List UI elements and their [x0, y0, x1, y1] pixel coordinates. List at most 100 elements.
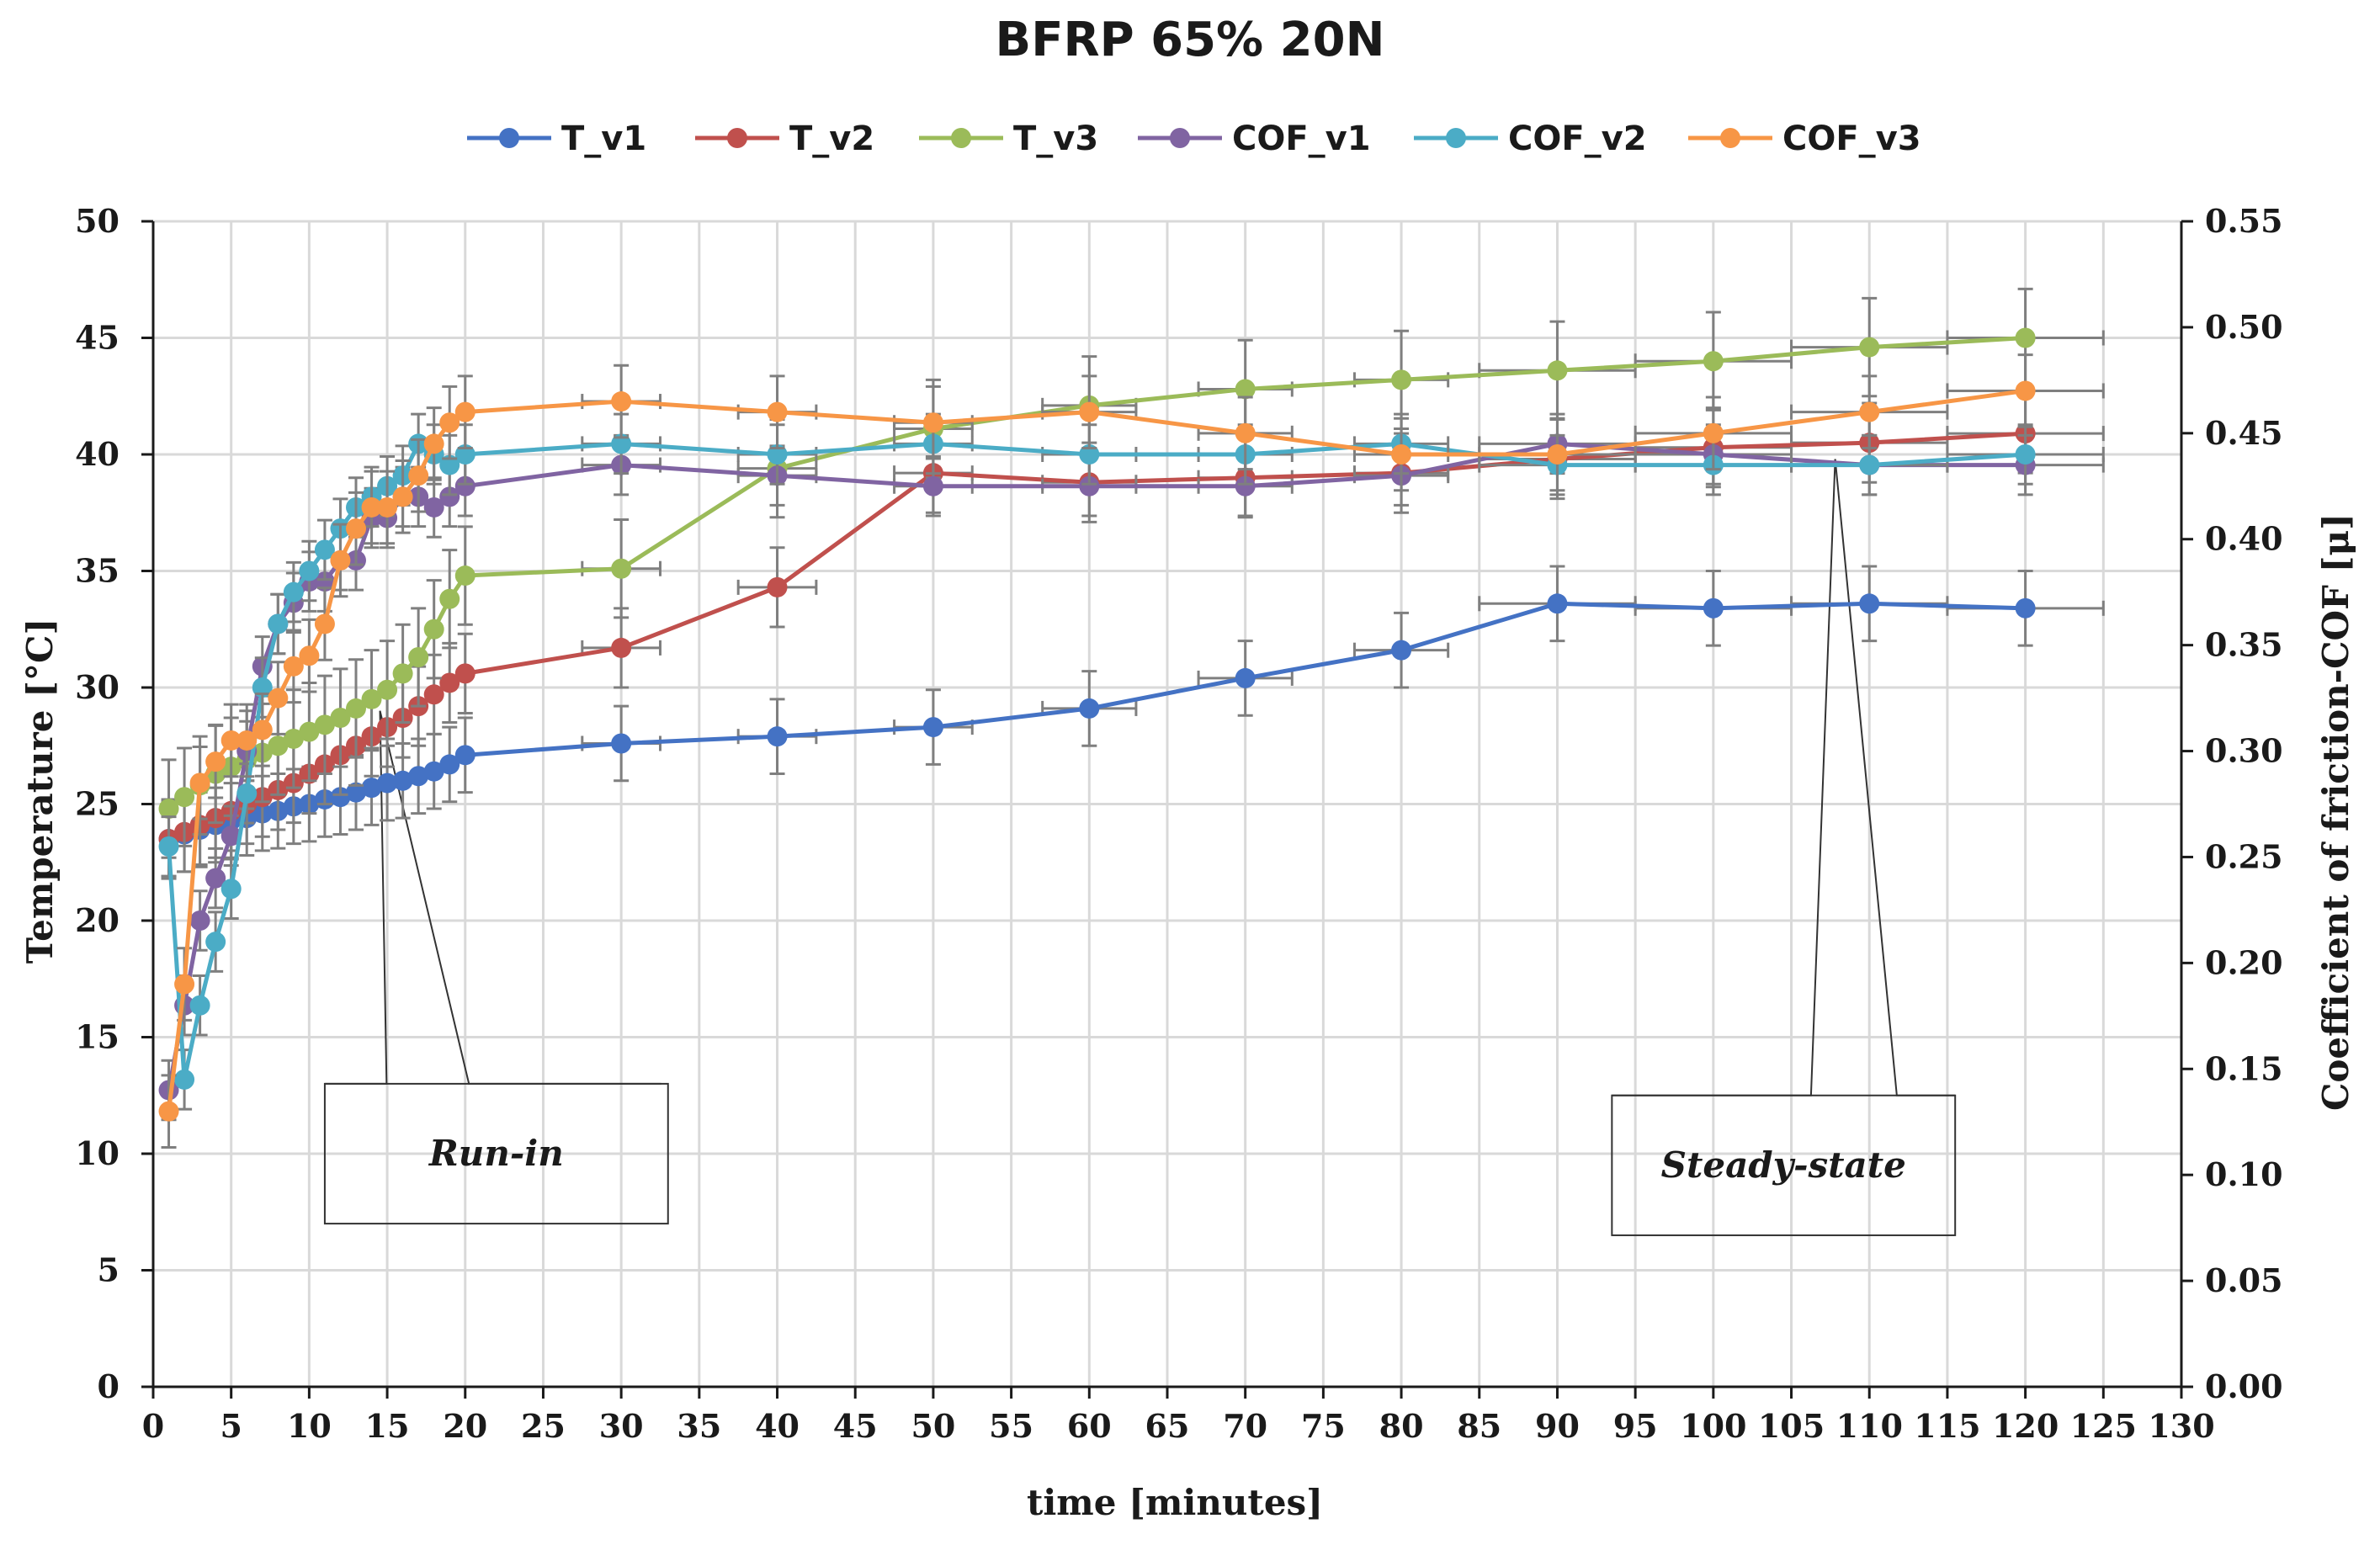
legend-label: COF_v3 [1782, 119, 1921, 158]
data-point [268, 735, 289, 757]
data-point [423, 433, 444, 454]
legend-item-T_v1: T_v1 [467, 119, 646, 158]
data-point [220, 826, 242, 847]
data-point [236, 783, 258, 804]
x-tick-label: 85 [1457, 1407, 1501, 1445]
data-point [1703, 597, 1724, 619]
x-tick-label: 30 [599, 1407, 644, 1445]
x-tick-label: 100 [1680, 1407, 1746, 1445]
data-point [283, 728, 304, 749]
data-point [2015, 444, 2036, 465]
data-point [377, 496, 398, 518]
legend-item-T_v3: T_v3 [919, 119, 1098, 158]
x-tick-label: 90 [1535, 1407, 1580, 1445]
legend-swatch-marker [1720, 128, 1740, 148]
data-point [439, 588, 460, 609]
data-point [439, 412, 460, 433]
y-right-tick-label: 0.00 [2205, 1367, 2283, 1405]
y-left-tick-label: 10 [75, 1134, 120, 1172]
data-point [392, 486, 413, 507]
y-right-tick-label: 0.55 [2205, 202, 2283, 240]
x-tick-label: 110 [1836, 1407, 1903, 1445]
legend-swatch-marker [1170, 128, 1190, 148]
data-point [439, 672, 460, 693]
y-right-tick-label: 0.45 [2205, 414, 2283, 452]
annotations: Run-in Steady-state [323, 459, 1957, 1236]
data-point [174, 1069, 195, 1090]
x-tick-label: 125 [2070, 1407, 2137, 1445]
data-point [1235, 475, 1256, 496]
annotation-pointer [1834, 459, 1956, 1096]
data-point [611, 637, 632, 658]
data-point [299, 721, 320, 742]
data-point [1703, 351, 1724, 372]
data-point [330, 708, 351, 729]
data-point [423, 761, 444, 782]
legend-item-COF_v3: COF_v3 [1688, 119, 1921, 158]
y-left-tick-label: 15 [75, 1018, 120, 1056]
data-point [423, 619, 444, 640]
x-tick-label: 10 [287, 1407, 332, 1445]
x-tick-label: 40 [755, 1407, 800, 1445]
data-point [1079, 698, 1100, 719]
y-left-tick-label: 50 [75, 202, 120, 240]
data-point [361, 778, 382, 799]
y-left-tick-label: 35 [75, 552, 120, 590]
annotation-pointer [324, 710, 388, 1085]
data-point [392, 663, 413, 684]
data-point [220, 730, 242, 751]
series-COF_v3 [158, 353, 2105, 1149]
legend-label: T_v2 [789, 119, 874, 158]
x-tick-label: 65 [1145, 1407, 1190, 1445]
x-tick-label: 60 [1067, 1407, 1112, 1445]
data-point [330, 787, 351, 808]
data-point [423, 496, 444, 518]
data-point [299, 645, 320, 666]
x-tick-label: 70 [1223, 1407, 1267, 1445]
series-group [158, 287, 2105, 1149]
x-tick-label: 130 [2148, 1407, 2214, 1445]
data-point [1391, 640, 1412, 661]
data-point [158, 836, 179, 857]
data-point [1703, 422, 1724, 443]
annotation-run-in: Run-in [323, 710, 669, 1225]
data-point [314, 714, 335, 735]
data-point [611, 391, 632, 412]
x-tick-label: 75 [1301, 1407, 1346, 1445]
data-point [408, 766, 429, 787]
data-point [454, 663, 475, 684]
data-point [236, 730, 258, 751]
data-point [767, 726, 788, 747]
legend-label: COF_v2 [1508, 119, 1647, 158]
data-point [1859, 337, 1880, 358]
data-point [314, 613, 335, 634]
x-tick-label: 45 [833, 1407, 878, 1445]
legend-swatch-marker [727, 128, 747, 148]
x-tick-label: 55 [989, 1407, 1033, 1445]
legend-item-T_v2: T_v2 [695, 119, 874, 158]
data-point [158, 799, 179, 820]
data-point [2015, 380, 2036, 401]
y-right-tick-label: 0.30 [2205, 732, 2283, 770]
legend: T_v1 T_v2 T_v3 COF_v1 COF_v2 COF_v3 [467, 119, 1921, 158]
data-point [1547, 444, 1568, 465]
data-point [189, 911, 210, 931]
data-point [1235, 667, 1256, 688]
data-point [454, 565, 475, 587]
y-left-tick-label: 0 [98, 1367, 120, 1405]
data-point [454, 444, 475, 465]
axes: 0 5 10 15 20 25 30 35 40 45 50 55 60 65 70 75 80 85 90 95 10… [75, 202, 2282, 1445]
data-point [1079, 444, 1100, 465]
data-point [189, 772, 210, 794]
data-point [283, 581, 304, 603]
data-point [423, 684, 444, 705]
data-point [174, 787, 195, 808]
legend-item-COF_v1: COF_v1 [1138, 119, 1371, 158]
data-point [174, 974, 195, 995]
data-point [268, 688, 289, 709]
data-point [330, 550, 351, 571]
data-point [922, 475, 943, 496]
data-point [361, 496, 382, 518]
chart-title: BFRP 65% 20N [996, 13, 1385, 67]
annotation-pointer [379, 710, 661, 1085]
